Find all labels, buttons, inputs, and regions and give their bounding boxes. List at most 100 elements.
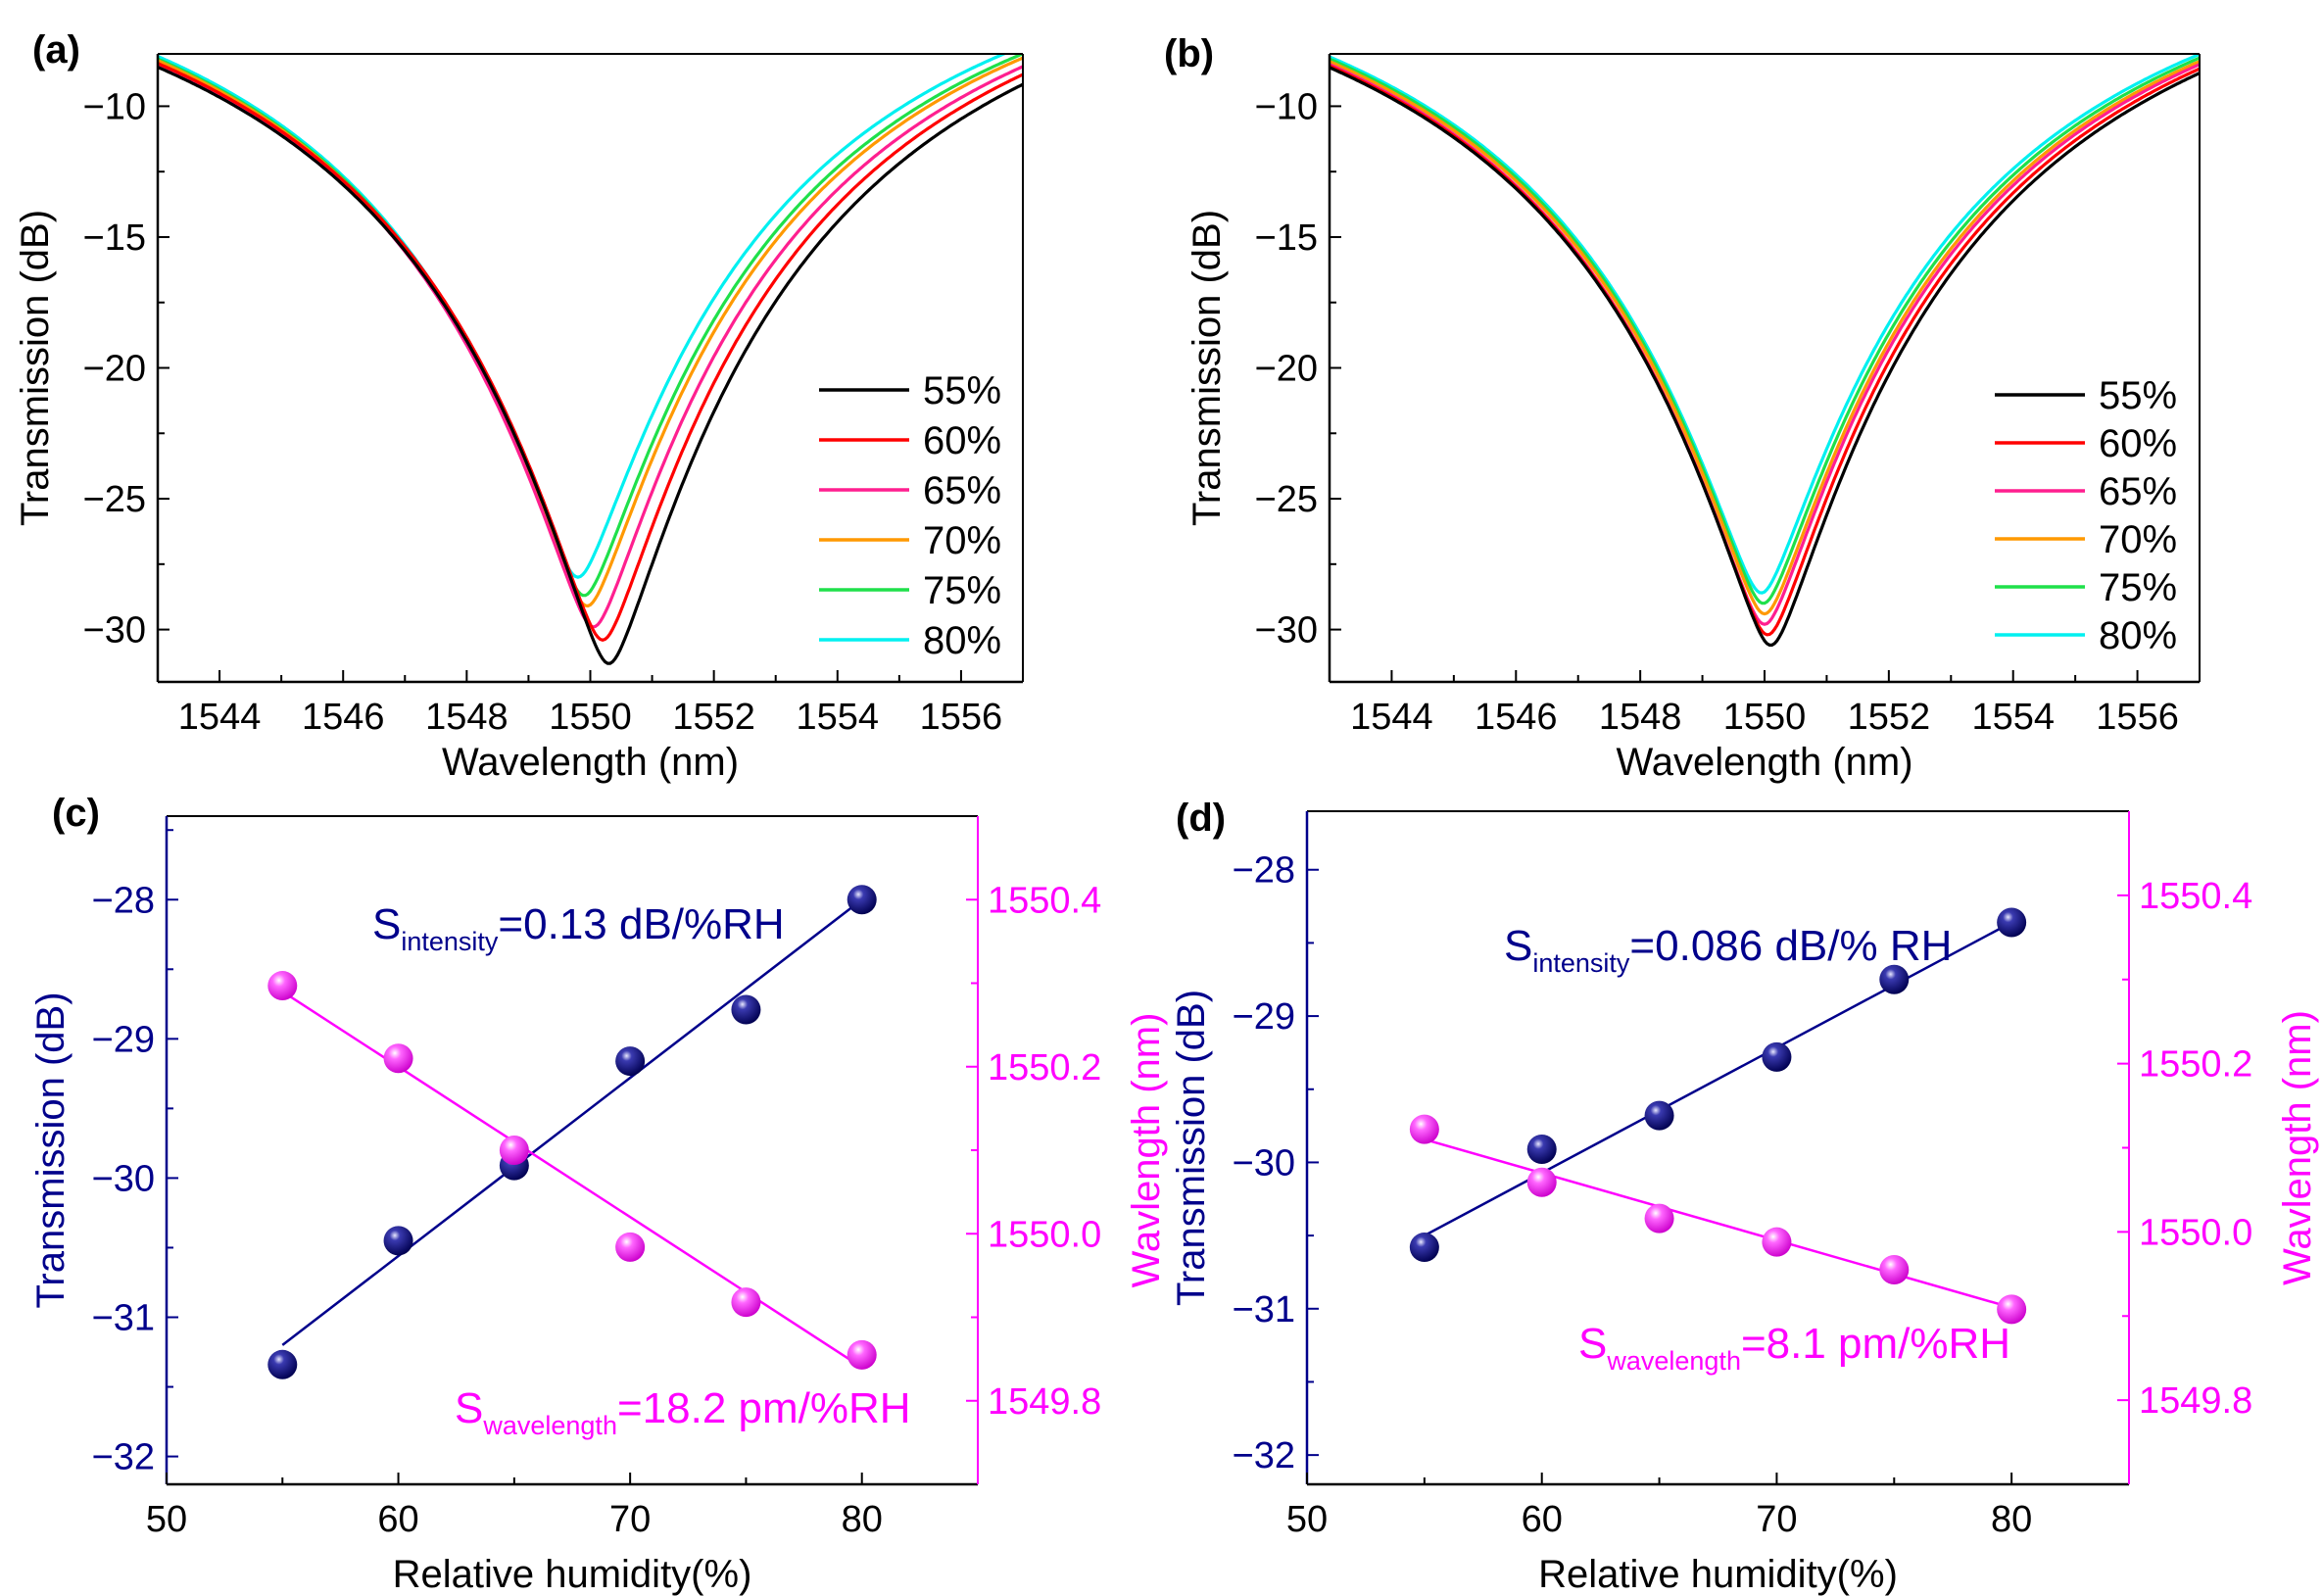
data-point-left — [1879, 964, 1910, 994]
panel-label: (a) — [32, 28, 80, 72]
y2-tick-label: 1550.0 — [988, 1214, 1101, 1255]
y-axis-title: Transmission (dB) — [1186, 210, 1229, 526]
x-tick-label: 1544 — [178, 697, 262, 738]
x-tick-label: 1548 — [1599, 697, 1682, 738]
y2-axis-title: Wavlength (nm) — [1125, 1013, 1168, 1288]
annotation-value: =18.2 pm/%RH — [617, 1384, 911, 1432]
y-tick-label: −30 — [1255, 610, 1318, 652]
x-tick-label: 50 — [1286, 1499, 1328, 1540]
data-point-left — [615, 1046, 646, 1077]
data-point-right — [731, 1287, 761, 1318]
data-point-left — [1526, 1134, 1557, 1164]
panel-a-spectra-chart: (a) 55% 60% 65% 70% 75% 80% 1544 1546 1548 1550 155… — [14, 28, 1024, 784]
series-line-65pct — [158, 62, 1023, 629]
x-tick-label: 60 — [1522, 1499, 1563, 1540]
annotation-intensity: Sintensity=0.13 dB/%RH — [372, 900, 785, 956]
x-tick-label: 1554 — [797, 697, 880, 738]
y-tick-label: −15 — [1255, 218, 1318, 259]
data-point-right — [615, 1232, 646, 1262]
y-tick-label: −10 — [83, 86, 146, 127]
x-tick-label: 1548 — [425, 697, 508, 738]
x-tick-label: 80 — [842, 1499, 883, 1540]
data-point-left — [267, 1349, 298, 1379]
legend-label: 65% — [923, 469, 1001, 512]
x-tick-label: 70 — [609, 1499, 651, 1540]
x-tick-label: 60 — [377, 1499, 418, 1540]
data-point-right — [499, 1136, 529, 1165]
y-tick-label: −32 — [1233, 1435, 1295, 1476]
x-tick-label: 1550 — [1723, 697, 1807, 738]
x-axis-title: Wavelength (nm) — [442, 741, 739, 784]
data-point-left — [847, 885, 877, 915]
y-tick-label: −10 — [1255, 86, 1318, 127]
x-tick-label: 50 — [146, 1499, 187, 1540]
y-axis-title: Transmission (dB) — [1170, 990, 1213, 1306]
fit-line-right — [281, 990, 863, 1369]
annotation-value: =0.13 dB/%RH — [498, 900, 784, 948]
x-axis-title: Relative humidity(%) — [393, 1553, 752, 1596]
annotation-symbol: S — [455, 1384, 483, 1432]
annotation-value: =8.1 pm/%RH — [1741, 1320, 2010, 1368]
annotation-subscript: wavelength — [1606, 1346, 1741, 1376]
y2-tick-label: 1549.8 — [2139, 1380, 2252, 1422]
annotation-wavelength: Swavelength=8.1 pm/%RH — [1578, 1320, 2010, 1376]
y-tick-label: −30 — [92, 1158, 155, 1199]
y-tick-label: −25 — [83, 479, 146, 520]
y-tick-label: −15 — [83, 218, 146, 259]
panel-label: (c) — [52, 792, 100, 835]
y2-tick-label: 1550.4 — [2139, 876, 2252, 917]
series-line-70pct — [1330, 60, 2200, 616]
annotation-subscript: wavelength — [482, 1411, 617, 1440]
x-tick-label: 1556 — [2096, 697, 2179, 738]
fit-line-left — [281, 898, 863, 1346]
x-tick-label: 1550 — [549, 697, 632, 738]
y-axis-title: Transmission (dB) — [14, 210, 57, 526]
data-point-right — [1997, 1294, 2027, 1325]
series-lines — [158, 54, 1023, 665]
x-tick-label: 70 — [1756, 1499, 1797, 1540]
annotation-subscript: intensity — [401, 927, 499, 956]
x-axis-title: Relative humidity(%) — [1538, 1553, 1898, 1596]
y2-tick-label: 1550.2 — [988, 1047, 1101, 1088]
data-point-right — [267, 971, 298, 1001]
series-line-55pct — [158, 66, 1023, 665]
panel-c-sensitivity-chart: (c) 1549.8 1550.0 1550.2 1550.4 Wavlength (nm… — [29, 792, 1168, 1596]
legend-label: 70% — [923, 519, 1001, 562]
y2-tick-label: 1550.2 — [2139, 1044, 2252, 1086]
y-tick-label: −20 — [83, 349, 146, 390]
data-point-right — [847, 1339, 877, 1370]
x-axis-title: Wavelength (nm) — [1616, 741, 1912, 784]
data-point-left — [1997, 907, 2027, 938]
y-tick-label: −20 — [1255, 349, 1318, 390]
series-line-80pct — [1330, 54, 2200, 595]
legend-label: 80% — [2099, 614, 2177, 657]
x-tick-label: 1544 — [1350, 697, 1433, 738]
legend-label: 80% — [923, 619, 1001, 662]
panel-label: (d) — [1176, 797, 1226, 840]
y-tick-label: −28 — [92, 880, 155, 921]
x-tick-label: 1546 — [1475, 697, 1558, 738]
legend-label: 55% — [923, 369, 1001, 412]
data-point-right — [1526, 1167, 1557, 1197]
x-tick-label: 1552 — [1848, 697, 1931, 738]
x-tick-label: 1556 — [920, 697, 1003, 738]
series-line-55pct — [1330, 66, 2200, 647]
legend-label: 60% — [2099, 422, 2177, 465]
y-tick-label: −28 — [1233, 850, 1295, 892]
y-axis-title: Transmission (dB) — [29, 991, 73, 1308]
annotation-symbol: S — [372, 900, 401, 948]
panel-b-spectra-chart: (b) 55% 60% 65% 70% 75% 80% 1544 1546 1548 1550 155… — [1164, 32, 2201, 784]
legend-label: 60% — [923, 419, 1001, 462]
y-tick-label: −29 — [92, 1019, 155, 1060]
annotation-intensity: Sintensity=0.086 dB/% RH — [1504, 922, 1952, 978]
data-point-right — [1409, 1114, 1439, 1144]
fit-line-left — [1424, 921, 2012, 1237]
series-line-80pct — [158, 54, 1008, 579]
annotation-symbol: S — [1504, 922, 1532, 970]
x-tick-label: 1552 — [672, 697, 755, 738]
data-point-left — [1409, 1233, 1439, 1263]
annotation-subscript: intensity — [1532, 948, 1630, 978]
data-point-right — [383, 1043, 413, 1074]
annotation-wavelength: Swavelength=18.2 pm/%RH — [455, 1384, 911, 1440]
